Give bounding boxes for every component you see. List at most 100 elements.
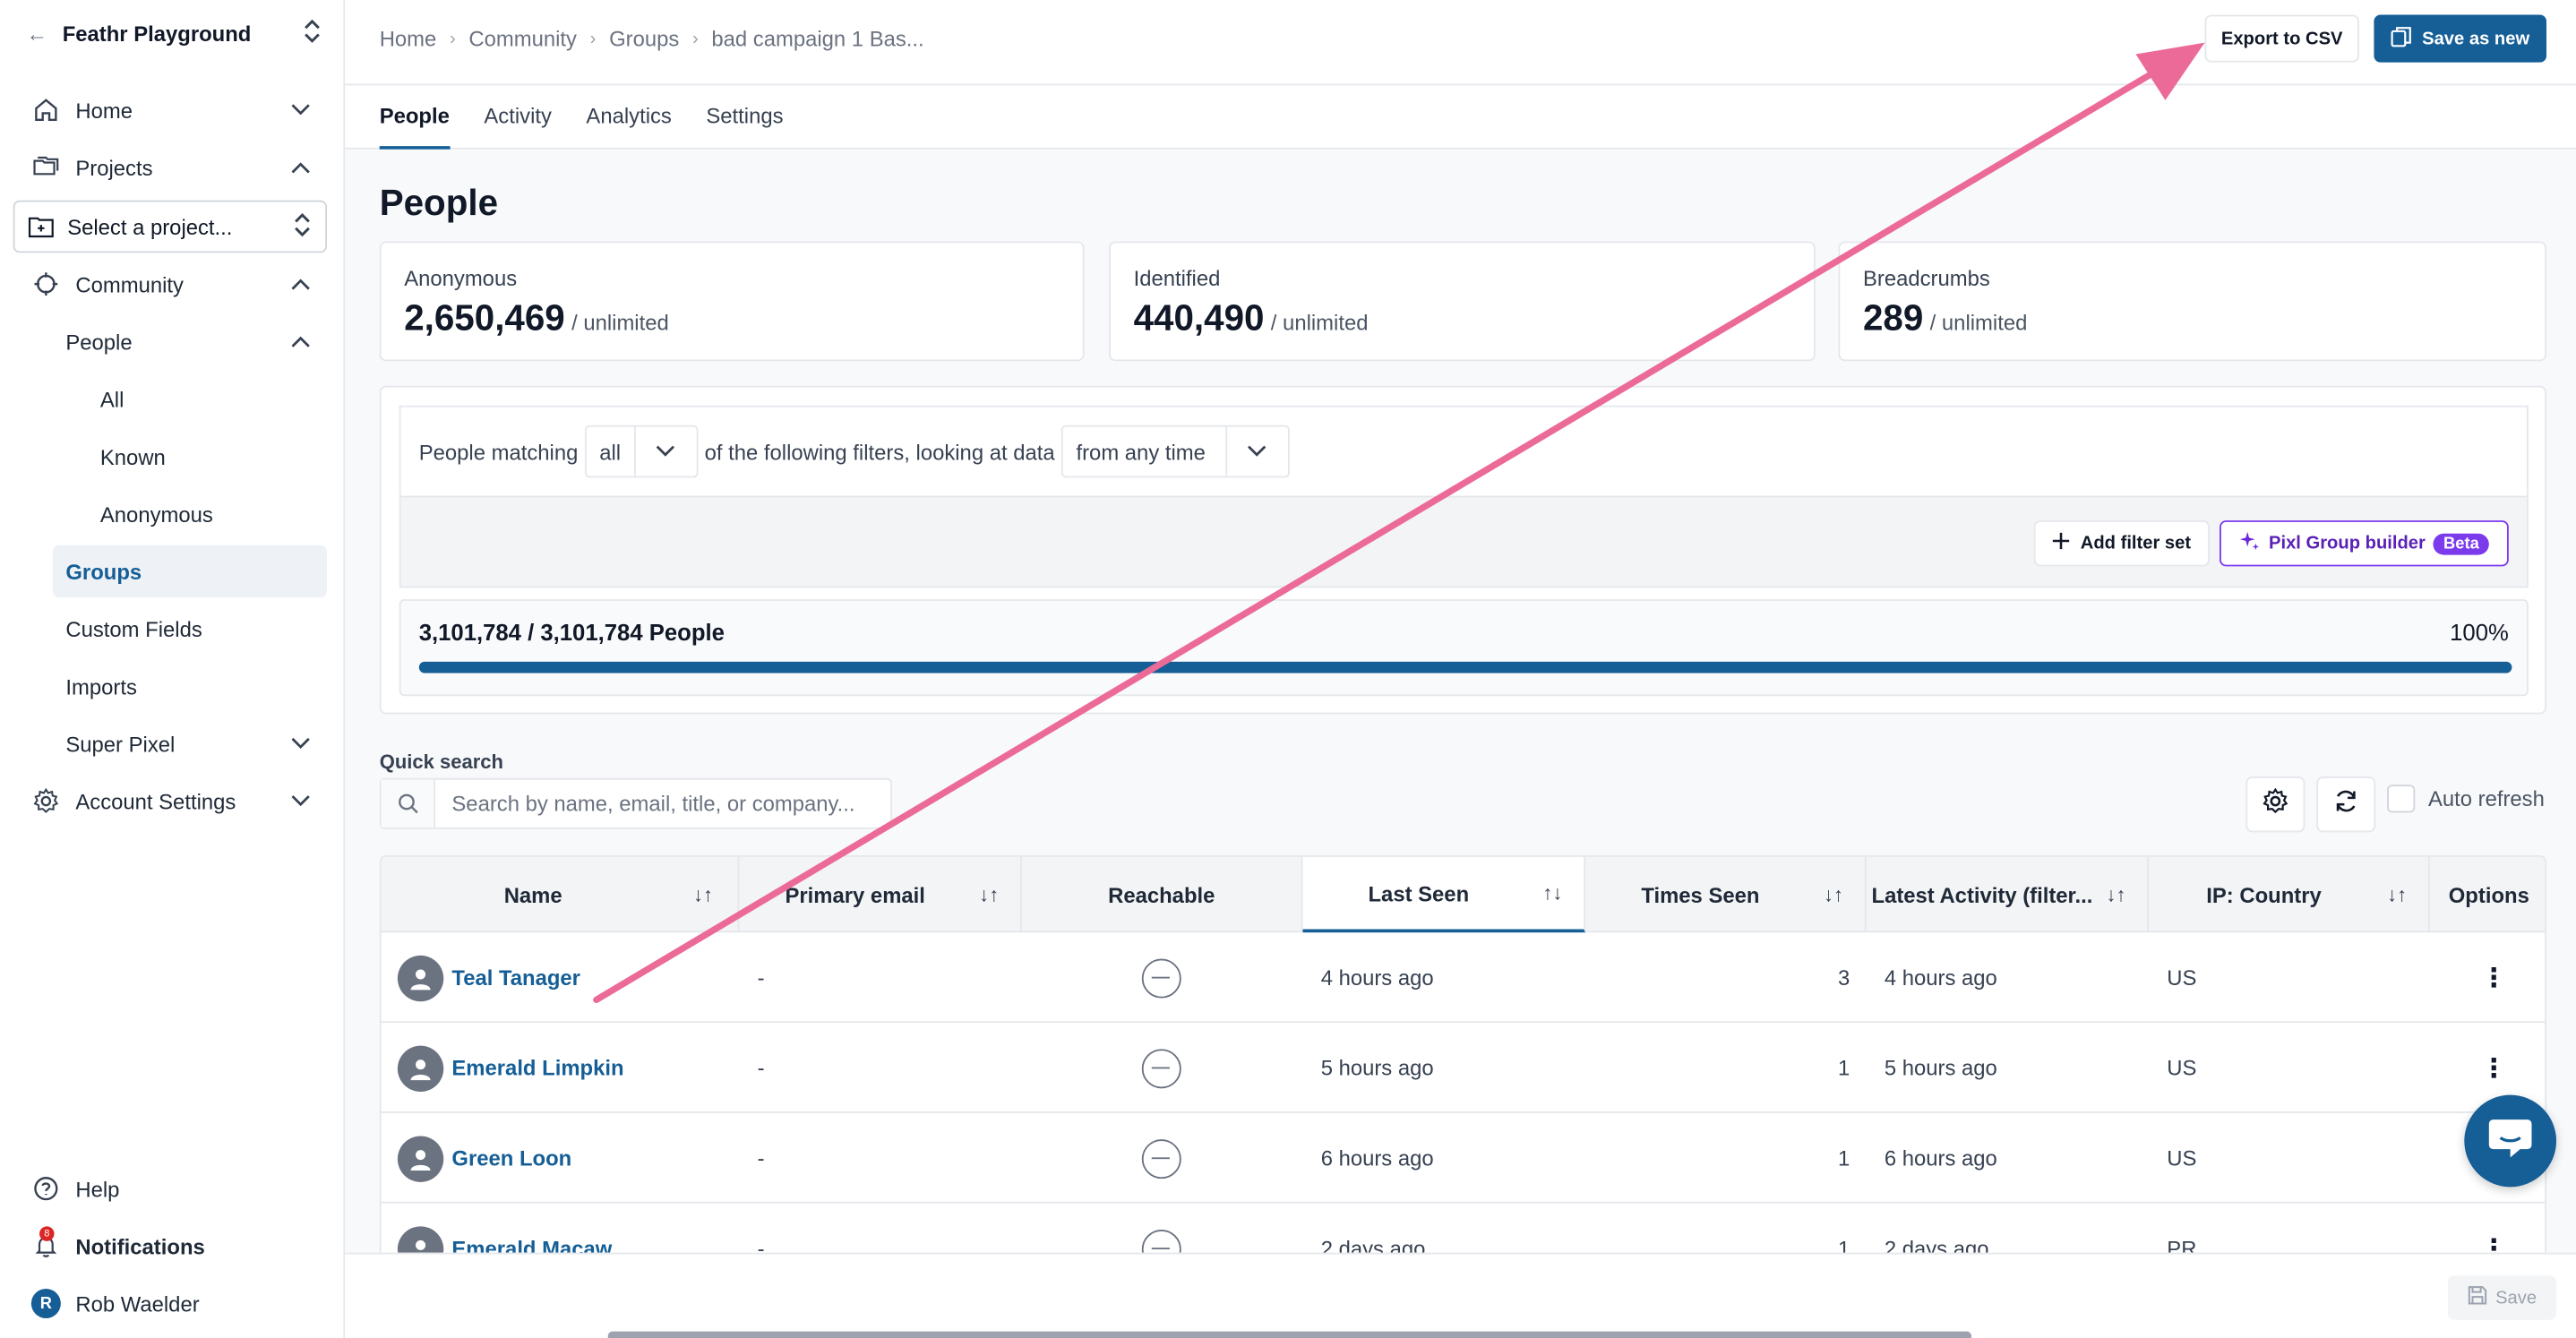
breadcrumb-groups[interactable]: Groups [609, 26, 680, 51]
sidebar-item-known[interactable]: Known [87, 430, 327, 483]
search-input[interactable] [435, 791, 891, 817]
person-name-link[interactable]: Emerald Limpkin [451, 1055, 624, 1081]
sort-icon[interactable]: ↓↑ [979, 883, 1000, 906]
country-cell: US [2167, 1055, 2197, 1081]
sidebar-item-label: Community [75, 271, 184, 296]
stat-card-anonymous: Anonymous 2,650,469/ unlimited [379, 241, 1085, 362]
save-button[interactable]: Save [2447, 1275, 2557, 1320]
column-label: IP: Country [2206, 882, 2322, 907]
org-name: Feathr Playground [62, 20, 252, 46]
filter-middle-text: of the following filters, looking at dat… [704, 439, 1055, 464]
chevron-right-icon: › [589, 29, 597, 49]
column-header-times-seen[interactable]: Times Seen ↓↑ [1585, 856, 1867, 933]
table-settings-button[interactable] [2245, 776, 2306, 833]
sort-ascending-icon[interactable]: ↑↓ [1542, 881, 1563, 905]
sidebar-item-user[interactable]: R Rob Waelder [13, 1277, 327, 1330]
tab-analytics[interactable]: Analytics [586, 103, 672, 128]
column-header-reachable: Reachable [1022, 856, 1303, 933]
column-header-primary-email[interactable]: Primary email ↓↑ [739, 856, 1022, 933]
stat-label: Breadcrumbs [1862, 265, 1990, 291]
person-name-link[interactable]: Teal Tanager [451, 965, 580, 991]
column-header-latest-activity[interactable]: Latest Activity (filter... ↓↑ [1867, 856, 2150, 933]
project-select-label: Select a project... [67, 214, 233, 239]
sidebar: ← Feathr Playground Home Projects Select… [0, 0, 346, 1338]
sidebar-item-account-settings[interactable]: Account Settings [13, 775, 327, 828]
table-row[interactable]: Green Loon - 6 hours ago 1 6 hours ago U… [381, 1113, 2546, 1204]
stat-limit: / unlimited [571, 310, 669, 335]
sidebar-item-all[interactable]: All [87, 373, 327, 425]
sidebar-item-notifications[interactable]: 8 Notifications [13, 1220, 327, 1273]
column-label: Primary email [785, 882, 925, 907]
sidebar-item-label: Help [75, 1176, 120, 1201]
sidebar-item-home[interactable]: Home [13, 83, 327, 136]
latest-activity-cell: 6 hours ago [1884, 1145, 1997, 1171]
column-header-name[interactable]: Name ↓↑ [382, 856, 740, 933]
auto-refresh-checkbox[interactable] [2387, 785, 2416, 813]
column-header-last-seen[interactable]: Last Seen ↑↓ [1302, 856, 1586, 933]
filter-prefix: People matching [418, 439, 579, 464]
crosshair-icon [26, 270, 65, 296]
sidebar-item-help[interactable]: Help [13, 1162, 327, 1215]
row-options-icon[interactable]: ⋮ [2480, 964, 2507, 993]
chevron-down-icon [284, 737, 317, 750]
match-mode-value: all [599, 439, 622, 464]
time-range-select[interactable]: from any time [1060, 425, 1290, 478]
stat-label: Identified [1133, 265, 1221, 291]
column-header-ip-country[interactable]: IP: Country ↓↑ [2149, 856, 2430, 933]
project-select[interactable]: Select a project... [13, 200, 328, 253]
table-row[interactable]: Teal Tanager - 4 hours ago 3 4 hours ago… [381, 932, 2546, 1024]
stat-value: 440,490 [1133, 296, 1265, 339]
chevron-updown-icon [302, 17, 322, 48]
chevron-right-icon: › [449, 29, 456, 49]
pixl-group-builder-button[interactable]: Pixl Group builder Beta [2220, 520, 2509, 567]
tab-people[interactable]: People [379, 85, 450, 150]
sidebar-item-people[interactable]: People [53, 315, 327, 368]
person-name-link[interactable]: Green Loon [451, 1145, 572, 1171]
org-switcher[interactable]: ← Feathr Playground [26, 10, 322, 56]
footer-bar: Save [345, 1252, 2576, 1338]
sidebar-item-label: Anonymous [99, 502, 213, 527]
back-arrow-icon[interactable]: ← [26, 20, 48, 46]
sidebar-item-anonymous[interactable]: Anonymous [87, 487, 327, 540]
tab-activity[interactable]: Activity [484, 103, 552, 128]
sort-icon[interactable]: ↓↑ [1823, 883, 1843, 906]
chevron-down-icon [284, 794, 317, 808]
sort-icon[interactable]: ↓↑ [693, 883, 714, 906]
tab-settings[interactable]: Settings [706, 103, 784, 128]
save-as-new-button[interactable]: Save as new [2374, 14, 2547, 63]
table-row[interactable]: Emerald Limpkin - 5 hours ago 1 5 hours … [381, 1023, 2546, 1113]
chevron-updown-icon [292, 211, 312, 243]
breadcrumb: Home › Community › Groups › bad campaign… [380, 26, 924, 50]
refresh-button[interactable] [2316, 776, 2376, 833]
breadcrumb-community[interactable]: Community [468, 26, 578, 51]
reachable-cell [1141, 1113, 1181, 1204]
sort-icon[interactable]: ↓↑ [2387, 883, 2408, 906]
row-options-icon[interactable]: ⋮ [2480, 1054, 2507, 1083]
sidebar-item-projects[interactable]: Projects [13, 142, 327, 194]
match-mode-select[interactable]: all [584, 425, 699, 478]
email-cell: - [757, 1236, 765, 1261]
add-filter-set-button[interactable]: Add filter set [2033, 520, 2210, 567]
sort-icon[interactable]: ↓↑ [2106, 883, 2126, 906]
horizontal-scrollbar[interactable] [607, 1331, 1972, 1338]
sidebar-item-super-pixel[interactable]: Super Pixel [53, 717, 327, 770]
sidebar-item-groups[interactable]: Groups [52, 545, 328, 598]
save-as-new-label: Save as new [2422, 29, 2530, 49]
person-cell: Green Loon [397, 1113, 572, 1204]
chevron-down-icon [633, 426, 697, 476]
progress-track [418, 661, 2512, 673]
sidebar-item-imports[interactable]: Imports [53, 660, 327, 713]
tab-bar: People Activity Analytics Settings [345, 85, 2576, 150]
quick-search [379, 777, 892, 829]
breadcrumb-home[interactable]: Home [379, 26, 437, 51]
search-icon [381, 779, 436, 828]
sidebar-item-custom-fields[interactable]: Custom Fields [53, 603, 327, 656]
export-csv-button[interactable]: Export to CSV [2204, 14, 2359, 63]
chat-support-button[interactable] [2464, 1094, 2557, 1188]
country-cell: US [2167, 965, 2197, 991]
pixl-group-builder-label: Pixl Group builder [2269, 533, 2426, 553]
people-percent: 100% [2450, 619, 2509, 646]
column-header-options: Options [2430, 857, 2545, 932]
table-header: Name ↓↑ Primary email ↓↑ Reachable Last Se… [381, 856, 2546, 933]
sidebar-item-community[interactable]: Community [13, 258, 327, 311]
